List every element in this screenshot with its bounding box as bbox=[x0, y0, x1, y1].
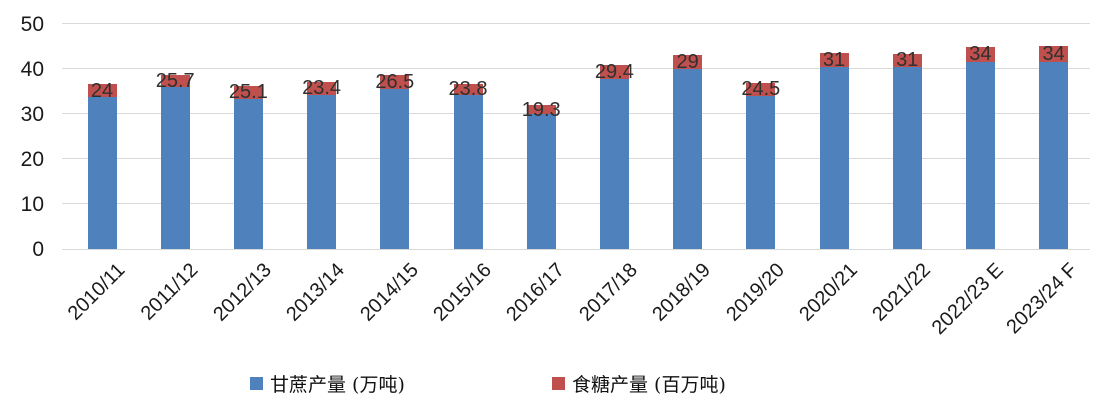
sugarcane-bar-segment bbox=[819, 66, 849, 249]
gridline bbox=[62, 158, 1090, 159]
x-axis-tick-label-text: 2016/17 bbox=[502, 259, 569, 326]
sugarcane-bar-segment bbox=[453, 95, 483, 249]
y-axis-tick-label: 40 bbox=[20, 58, 44, 81]
legend-label-sugarcane: 甘蔗产量 (万吨) bbox=[270, 374, 405, 396]
x-axis-tick-label-text: 2021/22 bbox=[868, 259, 935, 326]
bar-value-label: 31 bbox=[896, 49, 919, 72]
sugar-bar-segment bbox=[819, 53, 849, 67]
x-axis-tick-label-text: 2010/11 bbox=[63, 259, 130, 325]
bar-value-label: 23.4 bbox=[302, 77, 342, 100]
sugar-bar-segment bbox=[965, 46, 995, 63]
sugar-bar-segment bbox=[673, 55, 703, 69]
sugarcane-bar-segment bbox=[1039, 61, 1069, 249]
sugar-bar-segment bbox=[307, 82, 337, 95]
sugarcane-bar-segment bbox=[965, 62, 995, 249]
x-axis-tick-label-text: 2012/13 bbox=[209, 259, 276, 326]
x-axis-tick-label-text: 2018/19 bbox=[648, 259, 716, 326]
bar-value-label: 24 bbox=[90, 79, 114, 102]
x-axis-tick-label-text: 2015/16 bbox=[428, 259, 496, 326]
gridline bbox=[62, 203, 1090, 204]
sugarcane-bar-segment bbox=[87, 96, 117, 249]
legend-label-sugar: 食糖产量 (百万吨) bbox=[572, 374, 726, 396]
gridline bbox=[62, 23, 1090, 24]
sugarcane-bar-segment bbox=[380, 89, 410, 249]
sugar-bar-segment bbox=[1039, 46, 1069, 62]
bar-value-label: 23.8 bbox=[448, 78, 488, 101]
x-axis-tick-label-text: 2019/20 bbox=[721, 259, 789, 326]
y-axis-tick-label: 10 bbox=[20, 193, 44, 216]
sugarcane-bar-segment bbox=[746, 96, 776, 249]
gridline bbox=[62, 113, 1090, 114]
sugarcane-bar-segment bbox=[673, 69, 703, 249]
sugar-bar-segment bbox=[380, 74, 410, 90]
x-axis-tick-label-text: 2011/12 bbox=[137, 259, 203, 325]
legend: 甘蔗产量 (万吨) 食糖产量 (百万吨) bbox=[0, 366, 1114, 396]
bar-value-label: 25.1 bbox=[228, 81, 268, 104]
gridline bbox=[62, 68, 1090, 69]
sugarcane-bar-segment bbox=[892, 67, 922, 249]
y-axis-tick-label: 20 bbox=[20, 148, 44, 171]
y-axis-tick-label: 50 bbox=[20, 13, 44, 36]
sugarcane-bar-segment bbox=[599, 79, 629, 249]
y-axis-tick-label: 30 bbox=[20, 103, 44, 126]
sugarcane-bar-segment bbox=[160, 87, 190, 249]
bar-value-label: 25.7 bbox=[155, 69, 195, 92]
sugarcane-bar-segment bbox=[526, 114, 556, 249]
sugar-bar-segment bbox=[453, 83, 483, 96]
sugarcane-bar-segment bbox=[307, 94, 337, 249]
bar-value-label: 24.5 bbox=[741, 78, 781, 101]
legend-item-sugar: 食糖产量 (百万吨) bbox=[552, 370, 726, 397]
bar-value-label: 31 bbox=[822, 49, 846, 71]
x-axis-tick-label-text: 2022/23 E bbox=[927, 259, 1008, 340]
sugar-bar-segment bbox=[160, 74, 190, 87]
bar-value-label: 34 bbox=[969, 43, 992, 66]
x-axis-tick-label-text: 2013/14 bbox=[282, 259, 350, 326]
y-axis-tick-label: 0 bbox=[32, 238, 44, 261]
bar-value-label: 19.3 bbox=[521, 98, 561, 121]
legend-swatch-sugarcane-icon bbox=[250, 377, 263, 390]
legend-item-sugarcane: 甘蔗产量 (万吨) bbox=[250, 370, 405, 397]
bar-value-label: 26.5 bbox=[375, 71, 415, 94]
x-axis-tick-label-text: 2023/24 F bbox=[1001, 259, 1082, 339]
sugar-bar-segment bbox=[599, 64, 629, 80]
bar-value-label: 29.4 bbox=[594, 61, 634, 84]
sugar-bar-segment bbox=[746, 82, 776, 96]
legend-swatch-sugar-icon bbox=[552, 377, 565, 390]
sugar-bar-segment bbox=[892, 53, 922, 68]
sugarcane-bar-segment bbox=[233, 99, 263, 249]
gridline bbox=[62, 249, 1090, 250]
sugar-bar-segment bbox=[526, 105, 556, 114]
sugar-bar-segment bbox=[87, 84, 117, 97]
x-axis-tick-label-text: 2017/18 bbox=[575, 259, 642, 326]
sugar-bar-segment bbox=[233, 85, 263, 100]
bar-value-label: 34 bbox=[1042, 42, 1065, 65]
bar-value-label: 29 bbox=[676, 51, 699, 74]
x-axis-tick-label-text: 2020/21 bbox=[794, 259, 862, 326]
x-axis-tick-label-text: 2014/15 bbox=[355, 259, 423, 326]
